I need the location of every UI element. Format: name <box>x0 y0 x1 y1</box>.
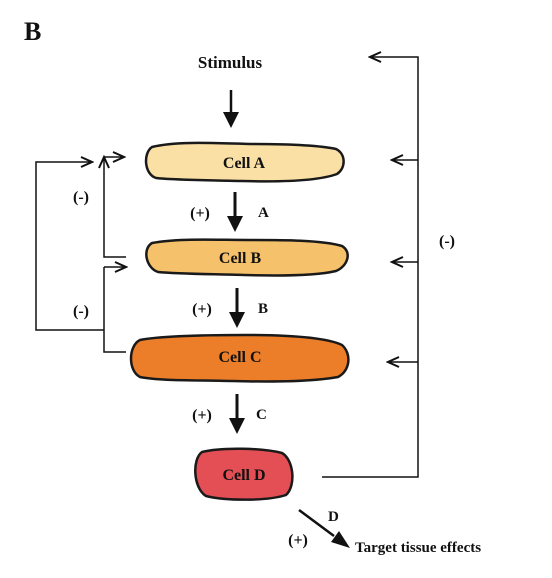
signal-c-label: C <box>256 407 267 423</box>
short-loop-2-sign: (-) <box>73 303 89 320</box>
cell-a-label: Cell A <box>223 155 266 172</box>
short-feedback-bracket-2 <box>103 267 126 353</box>
cell-d: Cell D <box>194 447 294 501</box>
signal-b-sign: (+) <box>192 301 212 318</box>
panel-label: B <box>24 17 41 46</box>
signal-c-sign: (+) <box>192 407 212 424</box>
cell-a: Cell A <box>144 141 345 183</box>
signal-d-arrow <box>298 508 350 548</box>
signal-a-arrow <box>227 192 243 232</box>
outer-short-feedback-loop <box>35 162 104 331</box>
cell-d-label: Cell D <box>222 467 265 484</box>
signal-b-arrow <box>229 288 245 328</box>
cell-c-shape <box>129 333 350 383</box>
signal-a-label: A <box>258 205 269 221</box>
signal-d-sign: (+) <box>288 532 308 549</box>
cell-b-shape <box>145 238 349 277</box>
cell-d-shape <box>194 447 294 501</box>
cell-b-label: Cell B <box>219 250 262 267</box>
signal-b-label: B <box>258 301 268 317</box>
long-loop-sign: (-) <box>439 233 455 250</box>
signal-d-label: D <box>328 509 339 525</box>
short-loop-1-sign: (-) <box>73 189 89 206</box>
signal-a-sign: (+) <box>190 205 210 222</box>
short-feedback-bracket-1 <box>104 157 126 258</box>
cell-c: Cell C <box>129 333 350 383</box>
cell-b: Cell B <box>145 238 349 277</box>
signal-c-arrow <box>229 394 245 434</box>
cell-c-label: Cell C <box>218 349 261 366</box>
long-feedback-loop <box>322 57 419 478</box>
cell-a-shape <box>144 141 345 183</box>
stimulus-label: Stimulus <box>198 53 263 72</box>
target-label: Target tissue effects <box>355 540 481 556</box>
stimulus-arrow <box>223 90 239 128</box>
